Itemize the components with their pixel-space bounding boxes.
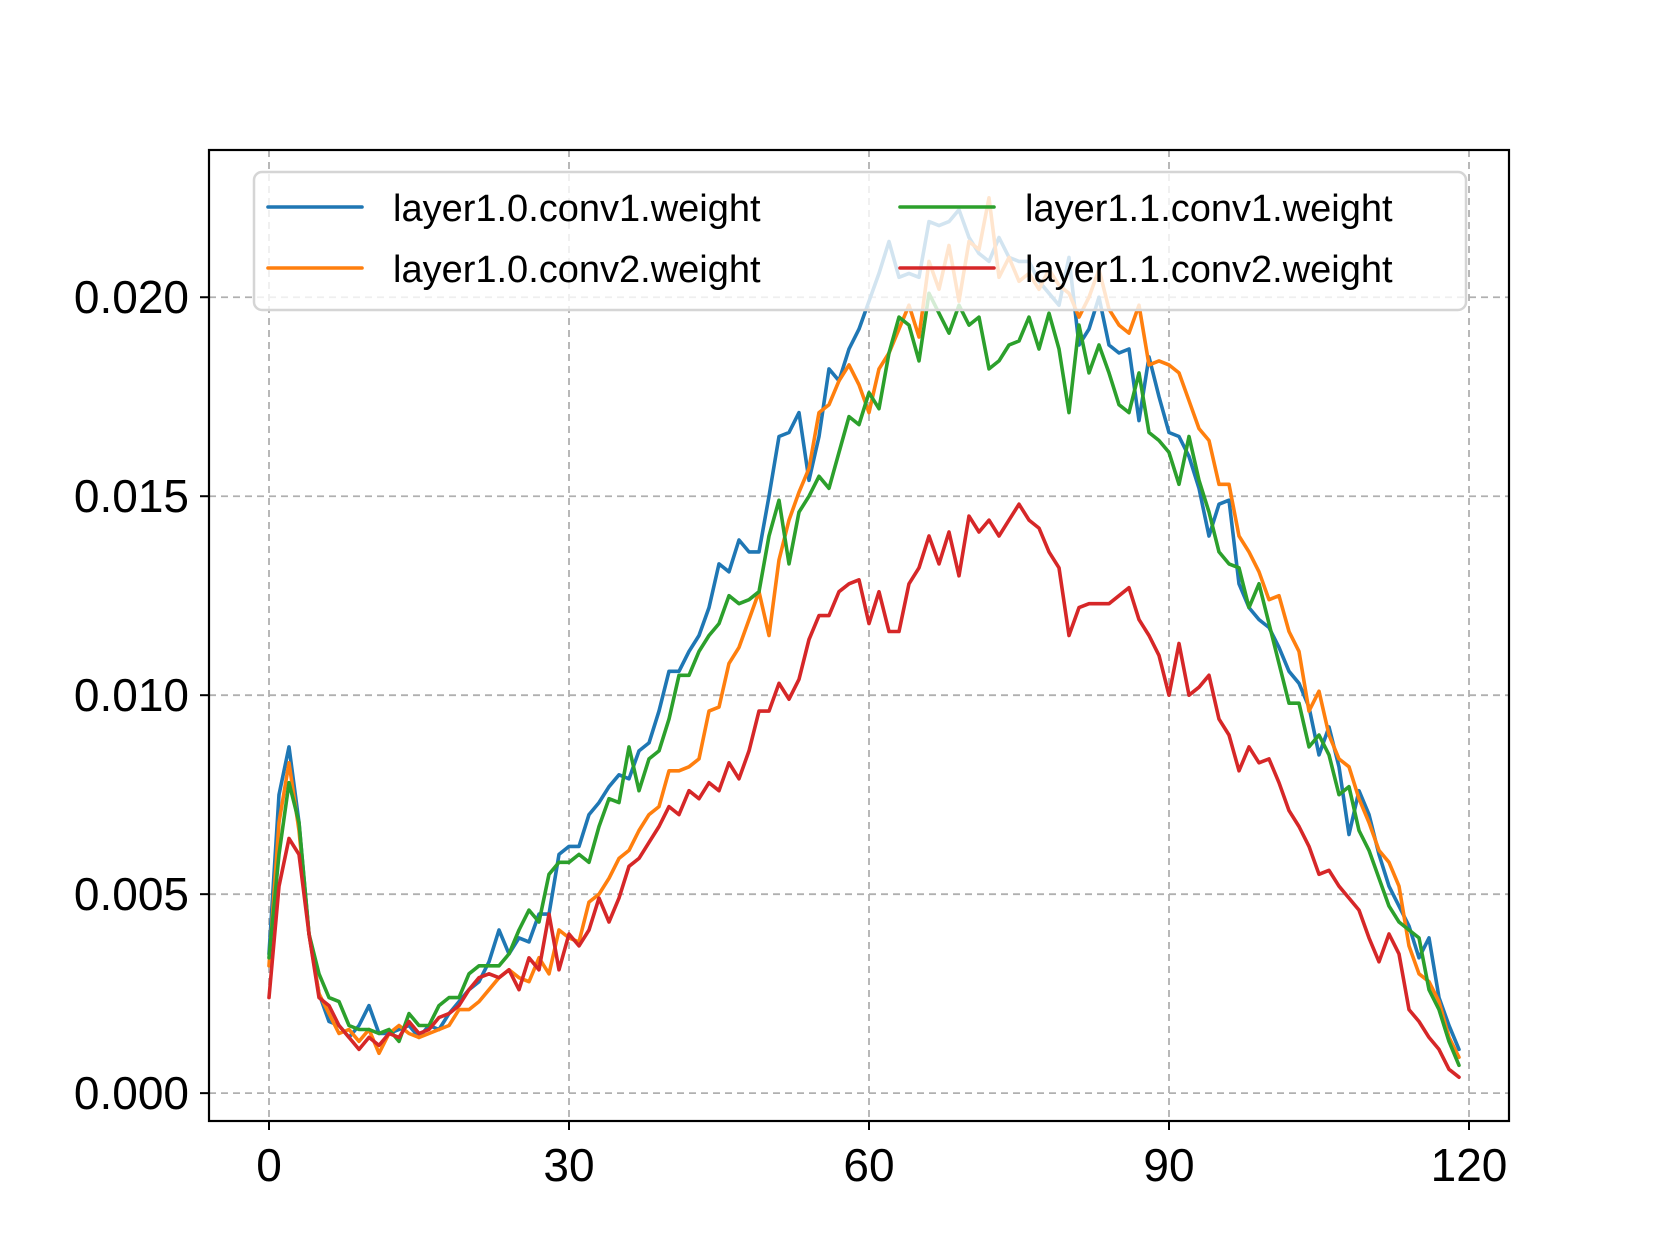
y-tick-label: 0.015 (74, 470, 189, 522)
legend-label-layer1-1-conv1: layer1.1.conv1.weight (1025, 188, 1393, 230)
legend-box (252, 170, 1468, 312)
y-tick-label: 0.000 (74, 1067, 189, 1119)
x-axis: 0 30 60 90 120 (256, 1121, 1507, 1191)
legend-label-layer1-0-conv1: layer1.0.conv1.weight (393, 188, 761, 230)
legend-label-layer1-1-conv2: layer1.1.conv2.weight (1025, 249, 1393, 291)
x-tick-label: 0 (256, 1139, 282, 1191)
legend: layer1.0.conv1.weight layer1.0.conv2.wei… (252, 170, 1468, 312)
y-tick-label: 0.020 (74, 271, 189, 323)
x-tick-label: 90 (1143, 1139, 1194, 1191)
y-axis: 0.000 0.005 0.010 0.015 0.020 (74, 271, 209, 1119)
y-tick-label: 0.010 (74, 669, 189, 721)
series-line-layer1-1-conv1-weight (267, 291, 1461, 1068)
x-tick-label: 30 (543, 1139, 594, 1191)
series-line-layer1-1-conv2-weight (267, 502, 1461, 1079)
y-tick-label: 0.005 (74, 868, 189, 920)
plot-frame (207, 148, 1511, 1123)
series-line-layer1-0-conv1-weight (267, 207, 1461, 1052)
series-lines (267, 196, 1461, 1079)
legend-label-layer1-0-conv2: layer1.0.conv2.weight (393, 249, 761, 291)
series-line-layer1-0-conv2-weight (267, 196, 1461, 1060)
x-tick-label: 60 (843, 1139, 894, 1191)
x-tick-label: 120 (1431, 1139, 1508, 1191)
